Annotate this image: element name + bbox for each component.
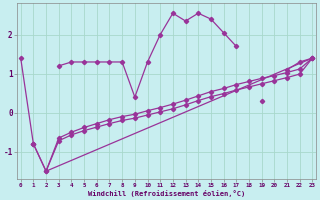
X-axis label: Windchill (Refroidissement éolien,°C): Windchill (Refroidissement éolien,°C): [88, 190, 245, 197]
